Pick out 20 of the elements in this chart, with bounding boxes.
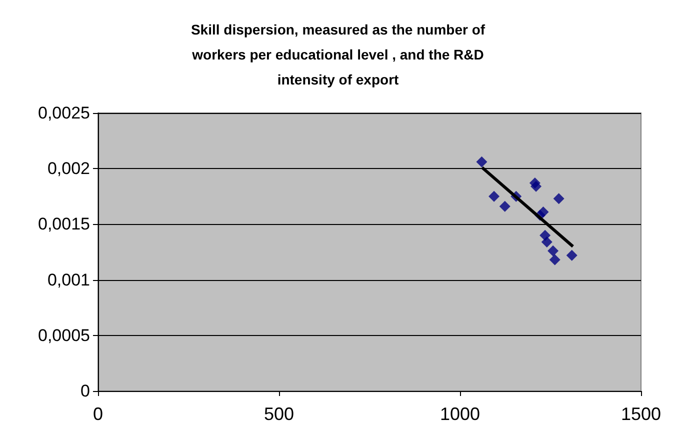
- y-tick-label: 0,0005: [38, 326, 90, 345]
- chart-title: Skill dispersion, measured as the number of workers per educational level , and the R&D intensity of export: [190, 22, 486, 88]
- y-tick-label: 0,001: [47, 270, 90, 290]
- point: [476, 156, 488, 168]
- point: [488, 190, 500, 202]
- x-tick-label: 0: [92, 404, 104, 424]
- point: [499, 200, 510, 212]
- y-tick-label: 0,002: [47, 159, 90, 178]
- point: [553, 193, 564, 204]
- point: [541, 236, 552, 248]
- point: [549, 254, 560, 266]
- x-tick-label: 1500: [620, 404, 662, 424]
- point: [566, 250, 578, 261]
- x-tick-label: 500: [264, 404, 294, 424]
- y-tick-label: 0,0015: [38, 214, 90, 234]
- x-tick-label: 1000: [440, 404, 480, 424]
- y-tick-label: 0,0025: [38, 104, 90, 122]
- point: [530, 180, 542, 192]
- point: [548, 245, 559, 256]
- y-tick-label: 0: [80, 382, 90, 400]
